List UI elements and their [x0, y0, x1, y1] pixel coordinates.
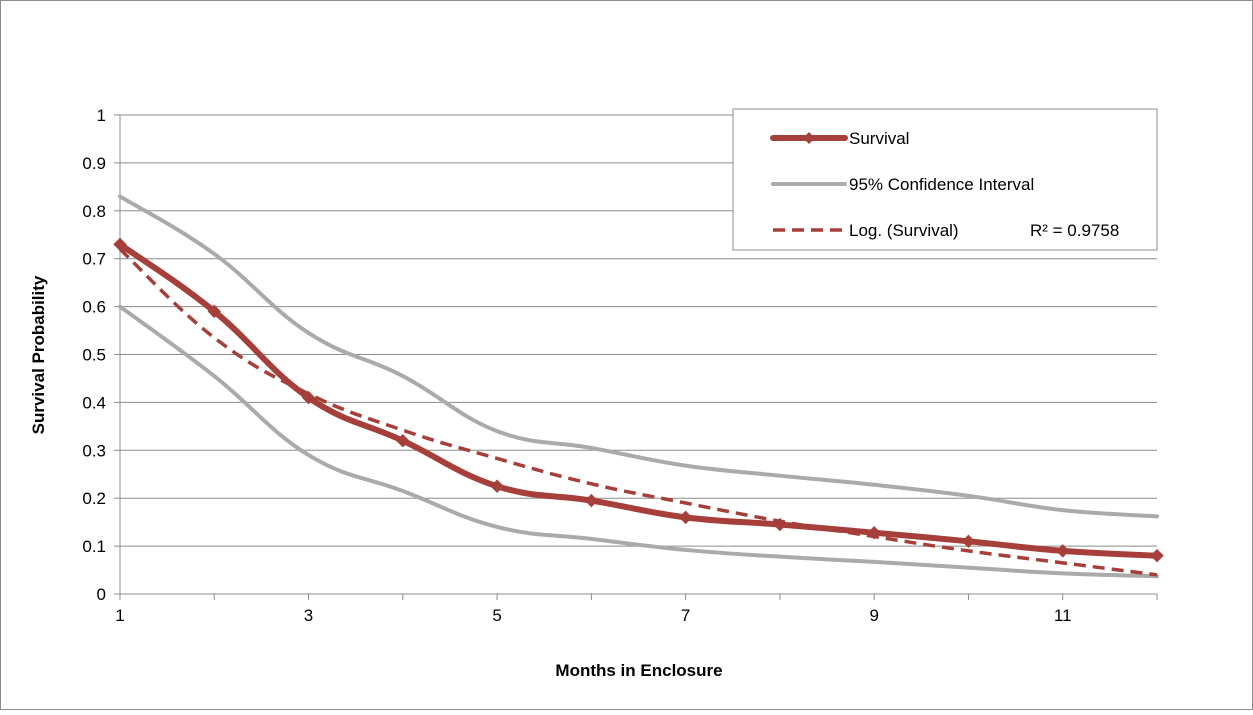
survival-data-point [490, 479, 504, 493]
legend-label: 95% Confidence Interval [849, 175, 1034, 194]
series-line-ci-upper [118, 194, 1159, 519]
survival-data-point [1150, 548, 1164, 563]
survival-data-point [113, 237, 127, 252]
legend-label: Log. (Survival) [849, 221, 959, 240]
y-axis-title: Survival Probability [29, 275, 48, 434]
y-tick-label: 0.5 [82, 346, 106, 365]
y-tick-label: 0.8 [82, 202, 106, 221]
series-lines [113, 194, 1164, 579]
survival-data-point [773, 517, 787, 532]
y-tick-label: 1 [97, 106, 106, 125]
survival-data-point [396, 434, 410, 448]
axes: 00.10.20.30.40.50.60.70.80.911 3 5 7 9 11 [82, 106, 1158, 625]
y-tick-label: 0.1 [82, 537, 106, 556]
x-tick-label: 11 [1054, 606, 1072, 625]
series-line-ci-lower [118, 304, 1159, 579]
survival-data-point [867, 525, 881, 540]
x-tick-label: 3 [304, 606, 313, 625]
y-tick-label: 0.4 [82, 393, 106, 412]
legend-label: Survival [849, 129, 909, 148]
grid-lines [120, 114, 1157, 547]
y-tick-label: 0.2 [82, 489, 106, 508]
y-tick-label: 0.3 [82, 441, 106, 460]
x-axis-title: Months in Enclosure [555, 661, 722, 680]
survival-data-point [207, 304, 221, 319]
y-tick-label: 0.7 [82, 250, 106, 269]
x-tick-label: 1 [115, 606, 124, 625]
x-tick-label: 7 [681, 606, 690, 625]
x-tick-label: 9 [869, 606, 878, 625]
legend-box [732, 108, 1158, 251]
y-tick-label: 0.6 [82, 298, 106, 317]
survival-data-point [961, 534, 976, 549]
survival-data-point [1056, 544, 1070, 558]
legend: Survival 95% Confidence Interval Log. (Sur… [732, 108, 1158, 251]
y-tick-label: 0 [97, 585, 106, 604]
series-line-log-trend [118, 247, 1158, 577]
survival-data-point [584, 493, 599, 508]
survival-data-point [678, 510, 693, 525]
x-tick-label: 5 [492, 606, 501, 625]
legend-marker [803, 132, 815, 144]
r-squared-annotation: R² = 0.9758 [1030, 221, 1119, 240]
survival-data-point [301, 390, 316, 405]
axis-labels: Months in Enclosure Survival Probability [29, 275, 723, 680]
y-tick-label: 0.9 [82, 154, 106, 173]
